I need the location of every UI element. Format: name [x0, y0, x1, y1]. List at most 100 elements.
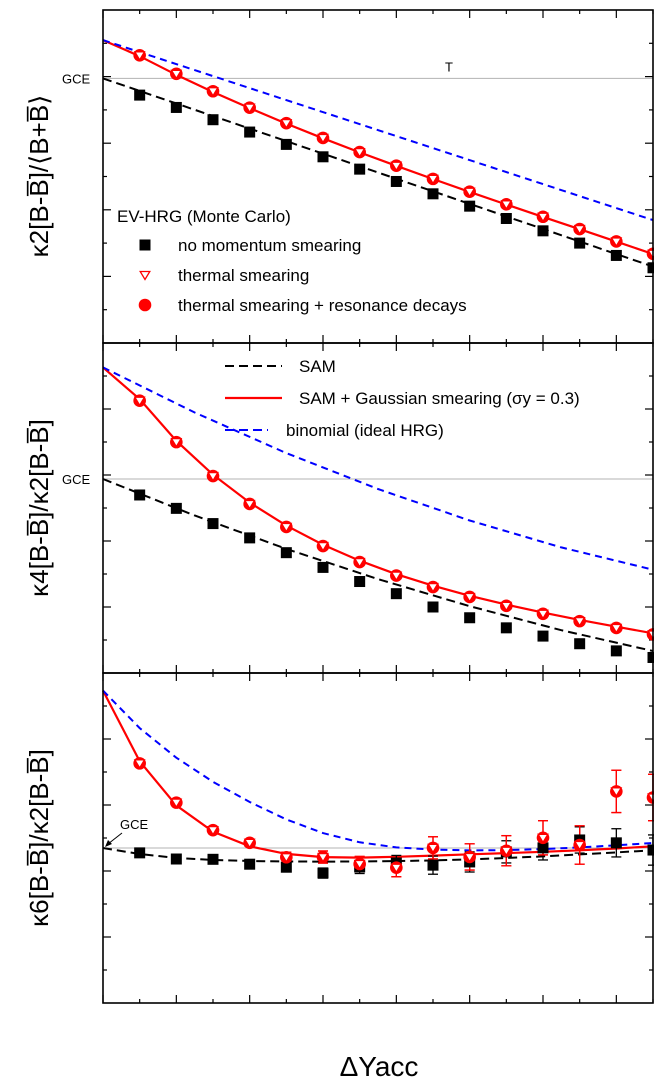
point-no-momentum-smearing [610, 249, 622, 261]
point-no-momentum-smearing [464, 200, 476, 212]
curve-sam-gaussian-smearing-y-0-3 [102, 690, 654, 859]
legend-marker [139, 270, 151, 281]
y-axis-label-middle: κ4[B-B̅]/κ2[B-B̅] [24, 419, 54, 597]
legend-marker [138, 298, 152, 312]
point-no-momentum-smearing [317, 561, 329, 573]
curve-sam [102, 77, 654, 268]
legend-label: no momentum smearing [178, 236, 361, 255]
point-thermal-smearing [280, 522, 293, 533]
point-thermal-smearing [317, 133, 329, 144]
point-thermal-smearing [170, 798, 183, 809]
point-thermal-smearing [133, 396, 146, 407]
point-no-momentum-smearing [610, 645, 622, 657]
legend-label: SAM + Gaussian smearing (σy = 0.3) [299, 389, 580, 408]
point-thermal-smearing [463, 852, 476, 863]
point-no-momentum-smearing [574, 638, 586, 650]
point-thermal-smearing [610, 787, 623, 798]
plot-frame [102, 9, 654, 344]
gce-label: GCE [120, 817, 149, 832]
panel-top: GCE T EV-HRG (Monte Carlo) no momentum smea… [62, 9, 654, 344]
point-thermal-smearing [317, 541, 329, 552]
legend-label: binomial (ideal HRG) [286, 421, 444, 440]
point-thermal-smearing [427, 582, 439, 593]
point-no-momentum-smearing [317, 151, 329, 163]
point-no-momentum-smearing [427, 188, 439, 200]
point-no-momentum-smearing [207, 518, 219, 530]
point-thermal-smearing [610, 623, 623, 634]
point-thermal-smearing [463, 187, 476, 198]
point-no-momentum-smearing [500, 622, 512, 634]
point-thermal-smearing [500, 200, 513, 211]
point-thermal-smearing [280, 119, 293, 129]
point-thermal-smearing [500, 846, 513, 857]
panel-bottom: GCE [102, 672, 654, 1004]
legend-label: SAM [299, 357, 336, 376]
point-thermal-smearing [243, 838, 256, 849]
point-no-momentum-smearing [647, 651, 654, 663]
point-thermal-smearing [537, 212, 549, 223]
point-thermal-smearing [573, 840, 586, 851]
point-thermal-smearing [573, 224, 586, 235]
point-thermal-smearing [353, 557, 366, 568]
point-thermal-smearing [390, 863, 403, 874]
point-thermal-smearing [207, 471, 219, 482]
point-no-momentum-smearing [280, 547, 292, 559]
point-thermal-smearing [353, 859, 366, 870]
gce-arrow [107, 832, 123, 845]
point-thermal-smearing [537, 609, 549, 620]
point-thermal-smearing [170, 437, 183, 448]
point-thermal-smearing [427, 174, 439, 185]
point-thermal-smearing [170, 69, 183, 80]
point-no-momentum-smearing [134, 89, 146, 101]
point-no-momentum-smearing [427, 601, 439, 613]
gce-arrowhead [105, 840, 112, 848]
y-axis-label-bottom: κ6[B-B̅]/κ2[B-B̅] [24, 749, 54, 927]
marker-text: T [445, 59, 453, 74]
point-no-momentum-smearing [610, 837, 622, 849]
point-no-momentum-smearing [574, 237, 586, 249]
point-thermal-smearing [610, 237, 623, 248]
point-no-momentum-smearing [537, 630, 549, 642]
point-thermal-smearing [390, 571, 403, 582]
point-no-momentum-smearing [134, 847, 146, 859]
point-thermal-smearing [573, 616, 586, 627]
point-thermal-smearing [463, 592, 476, 603]
point-no-momentum-smearing [207, 853, 219, 865]
point-thermal-smearing [133, 51, 146, 62]
point-no-momentum-smearing [170, 502, 182, 514]
point-no-momentum-smearing [464, 612, 476, 624]
point-thermal-smearing [207, 825, 219, 836]
legend-label: thermal smearing + resonance decays [178, 296, 467, 315]
point-no-momentum-smearing [427, 859, 439, 871]
curve-sam [102, 847, 654, 863]
point-thermal-smearing [353, 147, 366, 158]
point-no-momentum-smearing [390, 588, 402, 600]
point-no-momentum-smearing [354, 576, 366, 588]
gce-label: GCE [62, 472, 91, 487]
curve-sam-gaussian-smearing-y-0-3 [102, 366, 654, 635]
point-no-momentum-smearing [280, 138, 292, 150]
curve-binomial-ideal-hrg [102, 366, 654, 571]
curve-sam [102, 478, 654, 652]
x-axis-label: ΔYacc [340, 1051, 419, 1082]
panel-middle: GCE SAM SAM + Gaussian smearing (σy = 0.3)… [62, 342, 654, 674]
point-no-momentum-smearing [354, 163, 366, 175]
y-axis-label-top: κ2[B-B̅]/⟨B+B̅⟩ [24, 95, 54, 258]
point-no-momentum-smearing [207, 114, 219, 126]
point-no-momentum-smearing [170, 853, 182, 865]
point-no-momentum-smearing [244, 532, 256, 544]
point-thermal-smearing [207, 87, 219, 98]
point-thermal-smearing [243, 103, 256, 114]
point-no-momentum-smearing [500, 212, 512, 224]
point-no-momentum-smearing [537, 225, 549, 237]
point-thermal-smearing [243, 499, 256, 510]
curve-binomial-ideal-hrg [102, 39, 654, 222]
point-no-momentum-smearing [244, 126, 256, 138]
point-no-momentum-smearing [244, 858, 256, 870]
legend-title: EV-HRG (Monte Carlo) [117, 207, 291, 226]
point-thermal-smearing [390, 161, 403, 172]
point-thermal-smearing [280, 853, 293, 864]
curve-sam-gaussian-smearing-y-0-3 [102, 39, 654, 256]
point-no-momentum-smearing [390, 175, 402, 187]
